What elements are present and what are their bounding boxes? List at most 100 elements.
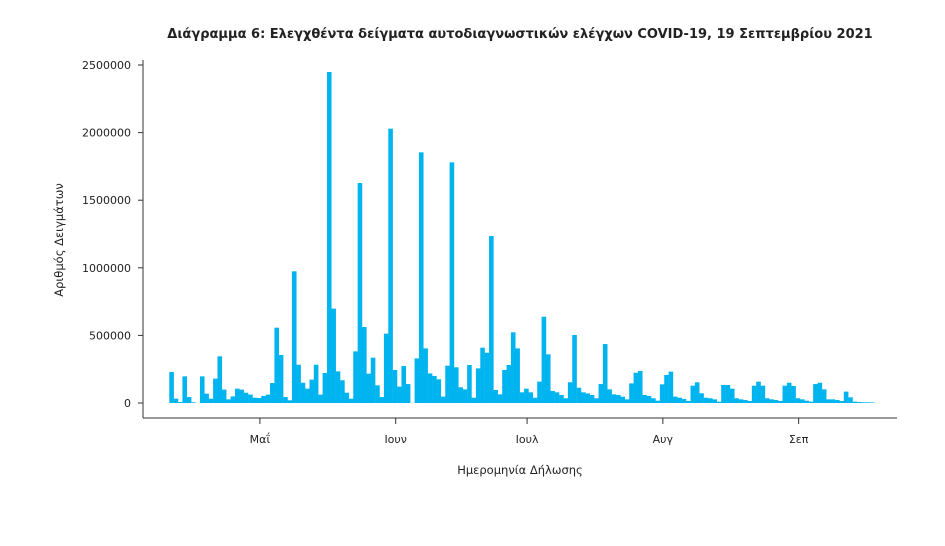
bar — [305, 388, 310, 403]
bar — [392, 370, 398, 403]
bar — [804, 400, 809, 403]
bar — [764, 398, 770, 403]
bar — [510, 332, 516, 403]
bar — [427, 373, 433, 403]
bar — [589, 395, 595, 403]
bar — [677, 397, 682, 403]
bar — [545, 354, 551, 403]
bar — [646, 395, 652, 403]
bar — [637, 370, 643, 403]
bar — [239, 389, 244, 403]
bar — [418, 152, 424, 403]
bar — [226, 399, 231, 403]
bar — [664, 375, 669, 403]
bar — [778, 400, 783, 403]
bar — [440, 396, 446, 403]
bar — [559, 395, 564, 403]
bar — [326, 72, 332, 404]
bar — [743, 400, 748, 403]
bar — [821, 389, 827, 403]
bar — [353, 351, 358, 403]
bar — [686, 400, 691, 403]
bar — [497, 394, 503, 403]
bar — [791, 385, 796, 403]
bar — [537, 381, 542, 403]
bar — [769, 399, 774, 403]
bar — [274, 327, 279, 403]
bar — [186, 397, 192, 403]
bar — [283, 397, 288, 403]
bar — [800, 399, 805, 403]
x-tick-label: Ιουν — [384, 433, 406, 446]
bar — [405, 384, 411, 403]
bar — [576, 387, 582, 403]
x-tick-label: Αυγ — [653, 433, 674, 446]
bar — [861, 402, 866, 403]
bar — [169, 372, 174, 403]
bar — [747, 400, 753, 403]
bar — [668, 371, 674, 403]
x-tick-label: Σεπ — [789, 433, 809, 446]
bar — [751, 385, 757, 403]
bar — [598, 384, 604, 403]
bar — [690, 385, 696, 403]
bar — [296, 364, 301, 403]
bar — [515, 348, 520, 403]
bar — [694, 382, 700, 403]
bar — [217, 356, 223, 403]
bar — [865, 402, 871, 403]
bar — [813, 384, 818, 403]
bar — [532, 397, 538, 403]
bar — [366, 373, 371, 403]
bar — [344, 392, 350, 403]
bar — [581, 392, 586, 403]
bar — [252, 397, 258, 403]
bar — [388, 128, 393, 403]
bar — [261, 395, 266, 403]
bar — [629, 383, 634, 403]
bar — [760, 385, 766, 403]
bar — [291, 271, 297, 403]
bar — [357, 183, 363, 403]
bar — [484, 352, 490, 403]
y-tick-label: 2500000 — [82, 59, 131, 72]
bar — [265, 394, 271, 403]
bar — [624, 399, 630, 403]
bar — [729, 388, 735, 403]
bar — [475, 368, 481, 403]
bar — [681, 398, 687, 403]
bar — [256, 397, 262, 403]
bar — [243, 392, 249, 403]
bar — [309, 379, 315, 403]
bar — [458, 387, 463, 403]
bar — [235, 388, 240, 403]
bar — [699, 393, 704, 403]
bar — [489, 236, 494, 403]
bar — [852, 401, 858, 403]
bar — [703, 397, 709, 403]
bar — [611, 394, 617, 403]
bar — [173, 398, 179, 403]
bar — [712, 399, 717, 403]
bar — [432, 375, 437, 403]
bar — [541, 316, 547, 403]
bar — [322, 372, 328, 403]
bar — [379, 397, 385, 403]
bar — [554, 392, 560, 403]
bar — [313, 364, 319, 403]
bar — [870, 402, 875, 403]
bar — [383, 333, 389, 403]
x-axis-label: Ημερομηνία Δήλωσης — [457, 463, 583, 477]
y-axis-label: Αριθμός Δειγμάτων — [52, 183, 66, 297]
bar — [370, 357, 376, 403]
bar — [839, 400, 845, 403]
chart-title: Διάγραμμα 6: Ελεγχθέντα δείγματα αυτοδια… — [167, 27, 872, 42]
bar — [449, 162, 455, 403]
bar — [519, 392, 525, 403]
bar — [467, 365, 472, 403]
bar — [204, 393, 209, 403]
bar — [278, 355, 284, 403]
bar — [795, 398, 801, 403]
bar — [213, 378, 218, 403]
